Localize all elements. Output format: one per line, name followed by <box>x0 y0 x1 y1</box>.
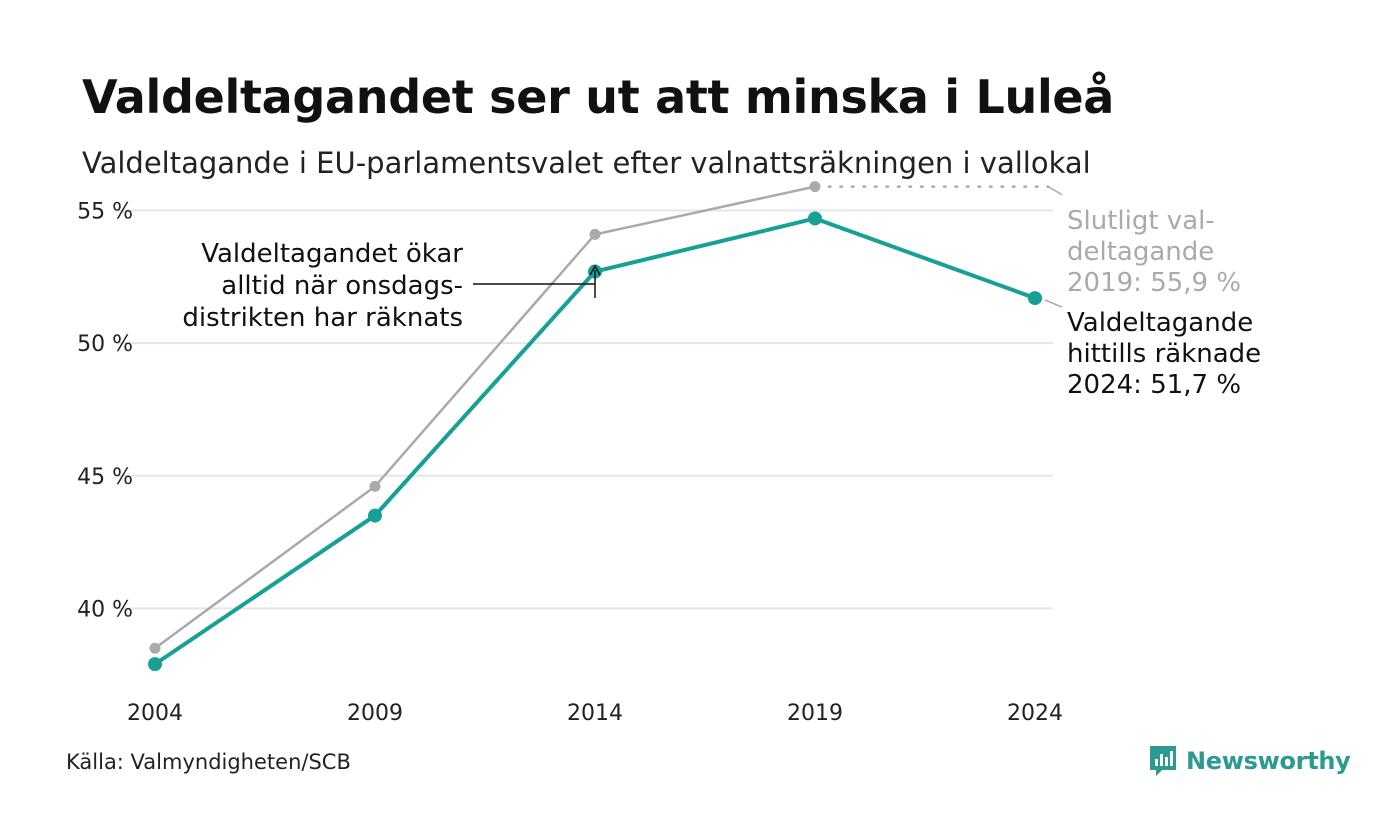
series-line-final <box>153 185 817 650</box>
y-tick-label: 50 % <box>77 332 133 357</box>
annotation-wednesday-line: alltid när onsdags- <box>221 271 463 301</box>
brand-logo: Newsworthy <box>1148 744 1351 778</box>
chart-subtitle: Valdeltagande i EU-parlamentsvalet efter… <box>82 146 1091 180</box>
annotation-final-2019-line: deltagande <box>1067 237 1214 267</box>
annotation-final-2019-line: 2019: 55,9 % <box>1067 268 1241 298</box>
x-tick-label: 2024 <box>1007 701 1063 726</box>
brand-name: Newsworthy <box>1186 747 1351 775</box>
x-tick-label: 2009 <box>347 701 403 726</box>
data-point-final <box>589 228 601 240</box>
annotation-counted-2024-line: Valdeltagande <box>1067 308 1253 338</box>
annotation-counted-2024-line: 2024: 51,7 % <box>1067 370 1241 400</box>
annotations-layer: Slutligt val-deltagande 2019: 55,9 % Valde… <box>182 185 1261 400</box>
y-axis-ticks: 40 % 45 % 50 % 55 % <box>77 200 133 623</box>
annotation-wednesday: Valdeltagandet ökar alltid när onsdags-di… <box>182 239 463 333</box>
data-point-final <box>149 642 161 654</box>
y-tick-label: 45 % <box>77 465 133 490</box>
leader-tick-counted <box>1044 299 1063 308</box>
source-note: Källa: Valmyndigheten/SCB <box>66 750 351 774</box>
annotation-counted-2024-line: hittills räknade <box>1067 339 1261 369</box>
data-point-counted <box>1028 291 1042 306</box>
y-tick-label: 55 % <box>77 200 133 225</box>
annotation-final-2019-line: Slutligt val- <box>1067 206 1215 236</box>
gridlines <box>118 209 1053 610</box>
x-tick-label: 2004 <box>127 701 183 726</box>
data-point-final <box>369 480 381 492</box>
newsworthy-logo-icon <box>1150 746 1176 776</box>
y-tick-label: 40 % <box>77 597 133 622</box>
annotation-wednesday-line: distrikten har räknats <box>182 303 463 333</box>
data-point-counted <box>808 211 822 226</box>
chart-title: Valdeltagandet ser ut att minska i Luleå <box>82 70 1115 124</box>
annotation-counted-2024: Valdeltagande hittills räknade 2024: 51,7 … <box>1067 308 1261 400</box>
data-point-counted <box>148 657 162 672</box>
x-tick-label: 2014 <box>567 701 623 726</box>
data-point-final <box>809 181 821 193</box>
annotation-wednesday-line: Valdeltagandet ökar <box>201 239 463 269</box>
x-tick-label: 2019 <box>787 701 843 726</box>
line-chart: 40 % 45 % 50 % 55 % 2004 2009 2014 2019 2024 Sl… <box>77 181 1261 726</box>
data-point-counted <box>368 508 382 523</box>
x-axis-ticks: 2004 2009 2014 2019 2024 <box>127 701 1063 726</box>
leader-tick-final <box>1047 186 1063 196</box>
annotation-final-2019: Slutligt val-deltagande 2019: 55,9 % <box>1067 206 1241 298</box>
arrow-up-icon <box>589 264 601 276</box>
